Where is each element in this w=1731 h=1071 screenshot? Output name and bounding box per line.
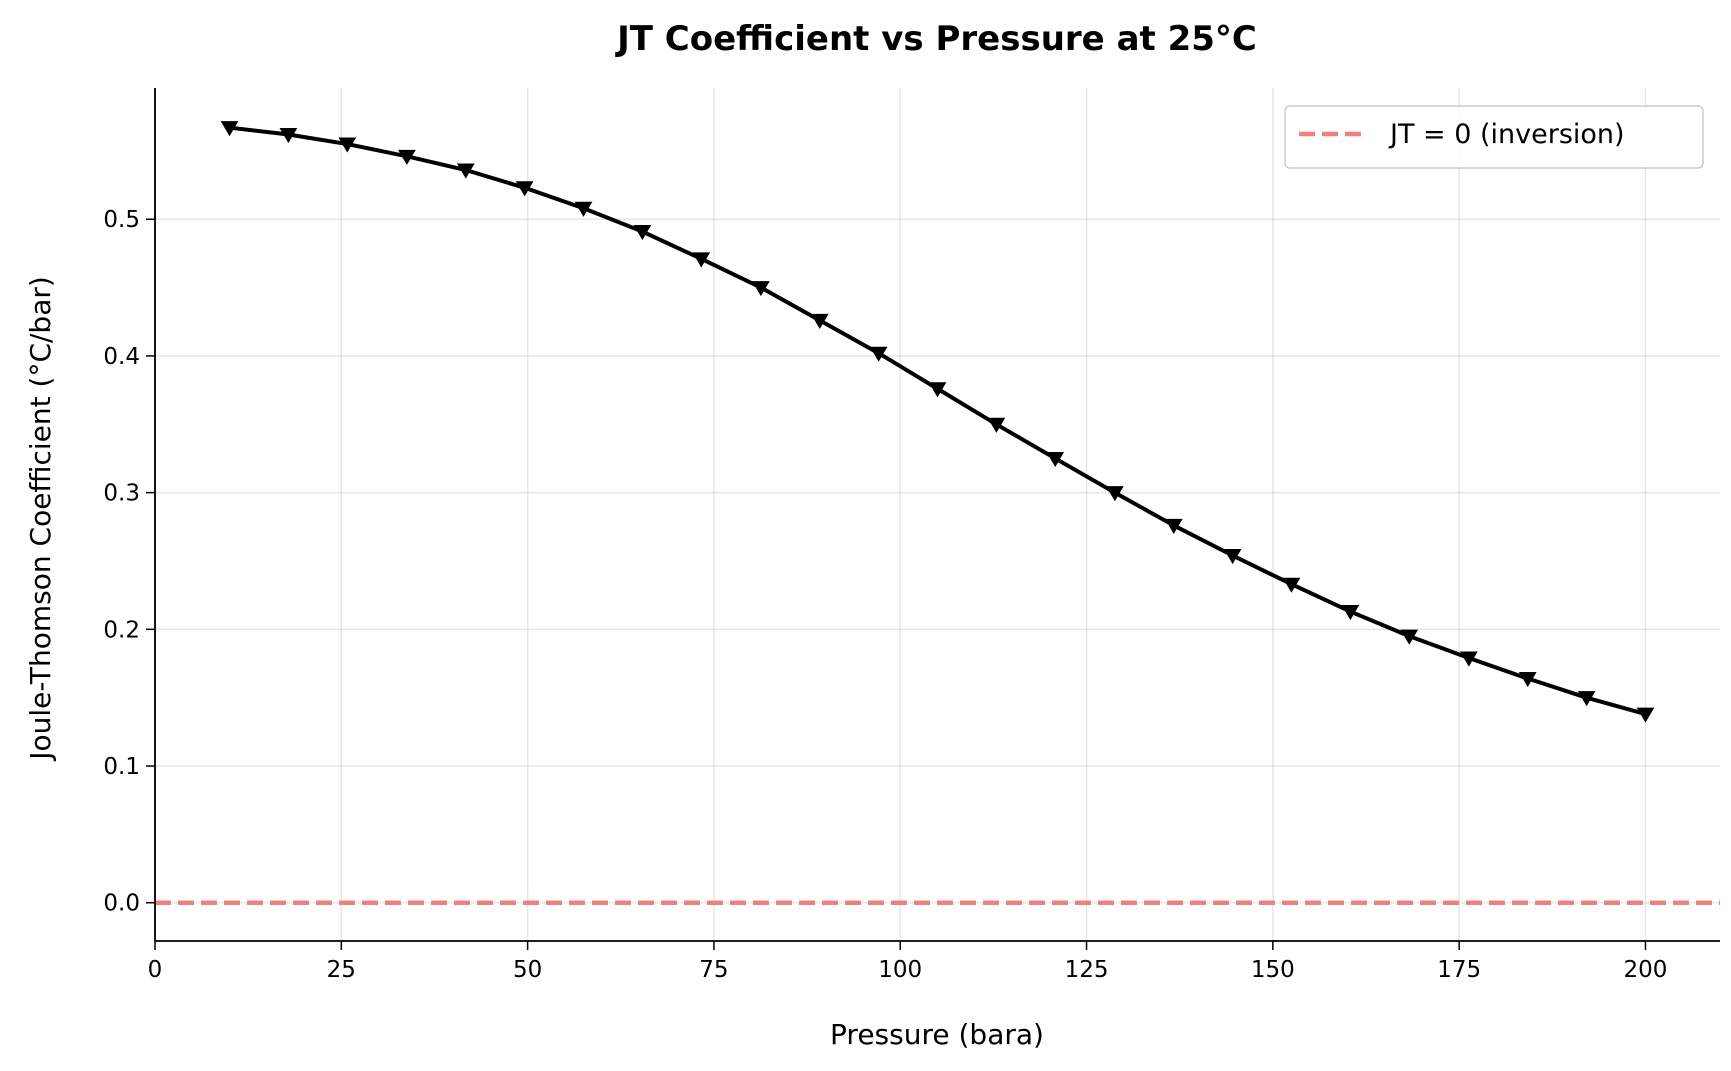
data-point-marker — [574, 201, 593, 217]
y-tick-label: 0.4 — [103, 344, 140, 370]
data-point-marker — [1459, 651, 1478, 667]
y-axis-label: Joule-Thomson Coefficient (°C/bar) — [24, 276, 57, 762]
data-point-marker — [279, 127, 298, 144]
data-point-marker — [456, 163, 475, 179]
y-tick-label: 0.2 — [103, 617, 140, 643]
data-point-marker — [338, 137, 357, 153]
x-tick-label: 75 — [699, 957, 728, 983]
x-axis-label: Pressure (bara) — [830, 1018, 1044, 1051]
data-point-marker — [1105, 486, 1124, 502]
data-point-marker — [633, 225, 652, 241]
data-point-marker — [987, 417, 1006, 433]
legend-box — [1284, 105, 1704, 169]
data-point-marker — [220, 121, 239, 137]
series — [220, 121, 1655, 723]
y-tick-label: 0.0 — [103, 891, 140, 917]
data-point-marker — [810, 313, 829, 329]
legend-label-inversion: JT = 0 (inversion) — [1388, 119, 1625, 150]
x-tick-label: 175 — [1437, 957, 1481, 983]
data-point-marker — [1400, 629, 1419, 645]
y-tick-label: 0.3 — [103, 481, 140, 507]
y-ticks: 0.0 0.1 0.2 0.3 0.4 0.5 — [103, 207, 155, 917]
x-tick-label: 0 — [148, 957, 163, 983]
x-tick-label: 200 — [1624, 957, 1668, 983]
x-tick-label: 50 — [513, 957, 542, 983]
y-tick-label: 0.1 — [103, 754, 140, 780]
legend: JT = 0 (inversion) — [1284, 105, 1704, 169]
data-point-marker — [752, 281, 770, 297]
data-point-marker — [928, 382, 947, 398]
x-tick-label: 100 — [878, 957, 922, 983]
data-point-marker — [398, 149, 416, 165]
data-point-marker — [869, 346, 888, 362]
data-point-marker — [1341, 605, 1360, 621]
data-point-marker — [1636, 707, 1655, 723]
data-point-marker — [1282, 577, 1301, 593]
chart-title: JT Coefficient vs Pressure at 25°C — [615, 19, 1257, 59]
x-ticks: 0 25 50 75 100 125 150 175 200 — [148, 941, 1668, 983]
data-point-marker — [515, 181, 534, 197]
data-point-marker — [692, 252, 711, 268]
y-tick-label: 0.5 — [103, 207, 140, 233]
data-point-marker — [1577, 691, 1596, 707]
data-point-marker — [1223, 549, 1242, 565]
data-point-marker — [1164, 518, 1183, 535]
data-point-marker — [1046, 451, 1065, 468]
x-tick-label: 150 — [1251, 957, 1295, 983]
x-tick-label: 125 — [1065, 957, 1109, 983]
x-tick-label: 25 — [327, 957, 356, 983]
data-point-marker — [1518, 672, 1537, 688]
